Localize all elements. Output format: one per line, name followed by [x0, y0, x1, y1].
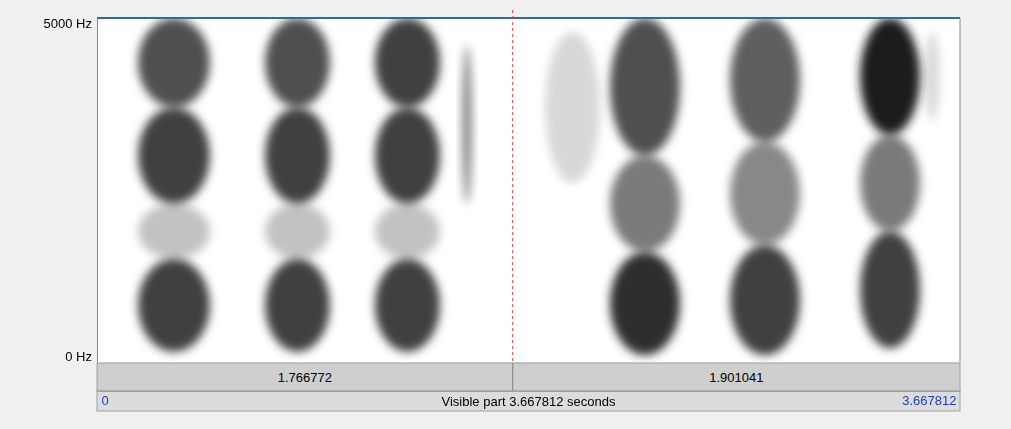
- axis-line: [97, 19, 98, 363]
- background: [0, 0, 1011, 429]
- duration-bar: [97, 363, 960, 391]
- energy-band: [860, 18, 920, 135]
- energy-band: [462, 46, 472, 204]
- energy-band: [610, 252, 680, 355]
- tick-label: 0: [102, 393, 109, 408]
- tick: 5000 Hz: [44, 16, 97, 31]
- cursor: [512, 10, 513, 362]
- tick-label: 3.667812: [902, 393, 956, 408]
- x-axis: 0 3.667812: [98, 391, 961, 408]
- energy-band: [860, 231, 920, 348]
- energy-band: [860, 135, 920, 231]
- part-duration[interactable]: 1.901041: [709, 370, 763, 385]
- praat-window: 5000 Hz 0 Hz 1.766772 1.901041 0 3.667812 Visi…: [0, 0, 1011, 429]
- energy-band: [138, 107, 210, 203]
- tick-label: 0 Hz: [65, 349, 92, 364]
- plot-border: [960, 18, 961, 362]
- segment: [138, 18, 210, 352]
- y-axis: 5000 Hz 0 Hz: [44, 16, 98, 364]
- segment: [925, 32, 939, 121]
- energy-band: [375, 18, 440, 107]
- energy-band: [610, 156, 680, 252]
- segment: [545, 32, 600, 183]
- visible-bar: [97, 391, 960, 411]
- energy-band: [375, 107, 440, 203]
- spectrogram: [138, 18, 939, 355]
- axis-line: [98, 391, 961, 392]
- tick: 0 Hz: [65, 349, 97, 364]
- energy-band: [138, 204, 210, 259]
- energy-band: [375, 204, 440, 259]
- energy-band: [138, 259, 210, 352]
- energy-band: [925, 32, 939, 121]
- segment: [462, 46, 472, 204]
- tick: 3.667812: [902, 391, 960, 408]
- plot-area: [97, 18, 960, 362]
- part-duration[interactable]: 1.766772: [278, 370, 332, 385]
- energy-band: [545, 32, 600, 183]
- segment: [265, 18, 330, 352]
- segment: [860, 18, 920, 348]
- energy-band: [610, 18, 680, 156]
- energy-band: [265, 107, 330, 203]
- top-line: [97, 17, 960, 19]
- visible-part-label: Visible part 3.667812 seconds: [442, 394, 616, 409]
- energy-band: [730, 18, 800, 142]
- segment: [375, 18, 440, 352]
- cursor-divider: [512, 363, 513, 391]
- energy-band: [265, 18, 330, 107]
- segment: [610, 18, 680, 355]
- energy-band: [730, 142, 800, 245]
- tick: 0: [98, 391, 109, 408]
- energy-band: [375, 259, 440, 352]
- tick-label: 5000 Hz: [44, 16, 92, 31]
- energy-band: [265, 204, 330, 259]
- energy-band: [138, 18, 210, 107]
- segment: [730, 18, 800, 355]
- energy-band: [730, 245, 800, 355]
- energy-band: [265, 259, 330, 352]
